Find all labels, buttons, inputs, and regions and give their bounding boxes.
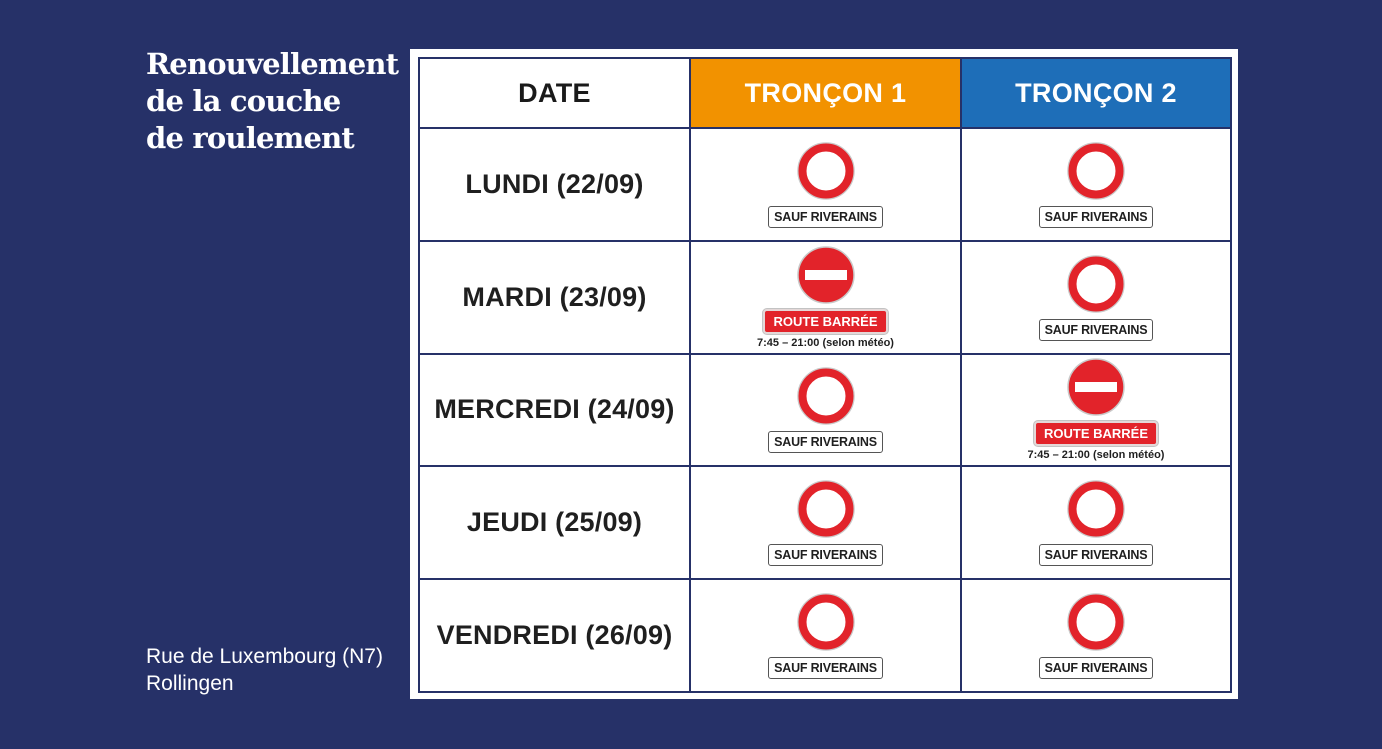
day-label: LUNDI (22/09): [418, 127, 691, 242]
title-line-3: de roulement: [146, 121, 355, 155]
day-label: JEUDI (25/09): [418, 465, 691, 581]
traffic-sign: SAUF RIVERAINS: [962, 592, 1230, 680]
cell-troncon2: SAUF RIVERAINS: [960, 465, 1232, 581]
traffic-sign: SAUF RIVERAINS: [962, 254, 1230, 341]
cell-troncon2: ROUTE BARRÉE 7:45 – 21:00 (selon météo): [960, 352, 1232, 468]
traffic-sign: SAUF RIVERAINS: [691, 366, 960, 454]
page-title: Renouvellement de la couche de roulement: [146, 46, 406, 157]
day-label: MARDI (23/09): [418, 239, 691, 355]
traffic-sign: SAUF RIVERAINS: [962, 141, 1230, 228]
day-label: MERCREDI (24/09): [418, 352, 691, 468]
cell-troncon1: SAUF RIVERAINS: [689, 465, 962, 581]
sauf-riverains-plate: SAUF RIVERAINS: [768, 205, 883, 228]
traffic-sign: SAUF RIVERAINS: [691, 479, 960, 567]
sauf-riverains-plate: SAUF RIVERAINS: [768, 657, 883, 680]
table-body: LUNDI (22/09) SAUF RIVERAINS SAUF RIVERAIN…: [418, 127, 1232, 693]
closure-time-note: 7:45 – 21:00 (selon météo): [757, 336, 894, 349]
location-caption: Rue de Luxembourg (N7) Rollingen: [146, 643, 396, 697]
table-row: LUNDI (22/09) SAUF RIVERAINS SAUF RIVERAIN…: [418, 127, 1232, 242]
no-entry-sign-icon: [1067, 358, 1125, 417]
sauf-riverains-plate: SAUF RIVERAINS: [768, 544, 883, 567]
no-vehicles-sign-icon: [796, 593, 855, 651]
traffic-sign: SAUF RIVERAINS: [691, 592, 960, 680]
day-label: VENDREDI (26/09): [418, 578, 691, 693]
no-entry-sign-icon: [796, 245, 855, 304]
table-row: JEUDI (25/09) SAUF RIVERAINS SAUF RIVERAIN…: [418, 465, 1232, 581]
table-row: MERCREDI (24/09) SAUF RIVERAINS ROUTE BARR…: [418, 352, 1232, 468]
header-troncon-1: TRONÇON 1: [689, 57, 962, 129]
sauf-riverains-plate: SAUF RIVERAINS: [1038, 544, 1154, 567]
route-barree-plate: ROUTE BARRÉE: [763, 308, 888, 334]
header-troncon-2: TRONÇON 2: [960, 57, 1232, 129]
location-street: Rue de Luxembourg (N7): [146, 645, 383, 668]
traffic-sign: SAUF RIVERAINS: [691, 141, 960, 228]
cell-troncon2: SAUF RIVERAINS: [960, 578, 1232, 693]
cell-troncon1: SAUF RIVERAINS: [689, 352, 962, 468]
no-vehicles-sign-icon: [1067, 254, 1125, 313]
sauf-riverains-plate: SAUF RIVERAINS: [1038, 205, 1154, 228]
title-line-2: de la couche: [146, 84, 341, 118]
no-vehicles-sign-icon: [796, 142, 855, 200]
schedule-table: DATE TRONÇON 1 TRONÇON 2 LUNDI (22/09) SA…: [418, 57, 1232, 693]
no-vehicles-sign-icon: [1067, 593, 1125, 651]
traffic-sign: ROUTE BARRÉE 7:45 – 21:00 (selon météo): [691, 245, 960, 350]
cell-troncon1: SAUF RIVERAINS: [689, 578, 962, 693]
table-header-row: DATE TRONÇON 1 TRONÇON 2: [418, 57, 1232, 129]
schedule-table-frame: DATE TRONÇON 1 TRONÇON 2 LUNDI (22/09) SA…: [410, 49, 1238, 699]
title-line-1: Renouvellement: [146, 47, 399, 81]
cell-troncon1: SAUF RIVERAINS: [689, 127, 962, 242]
closure-time-note: 7:45 – 21:00 (selon météo): [1027, 449, 1165, 462]
table-row: MARDI (23/09) ROUTE BARRÉE 7:45 – 21:00 (s…: [418, 239, 1232, 355]
no-vehicles-sign-icon: [796, 367, 855, 426]
cell-troncon1: ROUTE BARRÉE 7:45 – 21:00 (selon météo): [689, 239, 962, 355]
sauf-riverains-plate: SAUF RIVERAINS: [1038, 657, 1154, 680]
traffic-sign: ROUTE BARRÉE 7:45 – 21:00 (selon météo): [962, 357, 1230, 462]
cell-troncon2: SAUF RIVERAINS: [960, 127, 1232, 242]
no-vehicles-sign-icon: [796, 480, 855, 539]
no-vehicles-sign-icon: [1067, 142, 1125, 200]
location-town: Rollingen: [146, 672, 234, 695]
sauf-riverains-plate: SAUF RIVERAINS: [768, 431, 883, 454]
no-vehicles-sign-icon: [1067, 480, 1125, 539]
sauf-riverains-plate: SAUF RIVERAINS: [1038, 318, 1154, 341]
cell-troncon2: SAUF RIVERAINS: [960, 239, 1232, 355]
table-row: VENDREDI (26/09) SAUF RIVERAINS SAUF RIVER…: [418, 578, 1232, 693]
traffic-sign: SAUF RIVERAINS: [962, 479, 1230, 567]
route-barree-plate: ROUTE BARRÉE: [1033, 421, 1158, 447]
header-date: DATE: [418, 57, 691, 129]
